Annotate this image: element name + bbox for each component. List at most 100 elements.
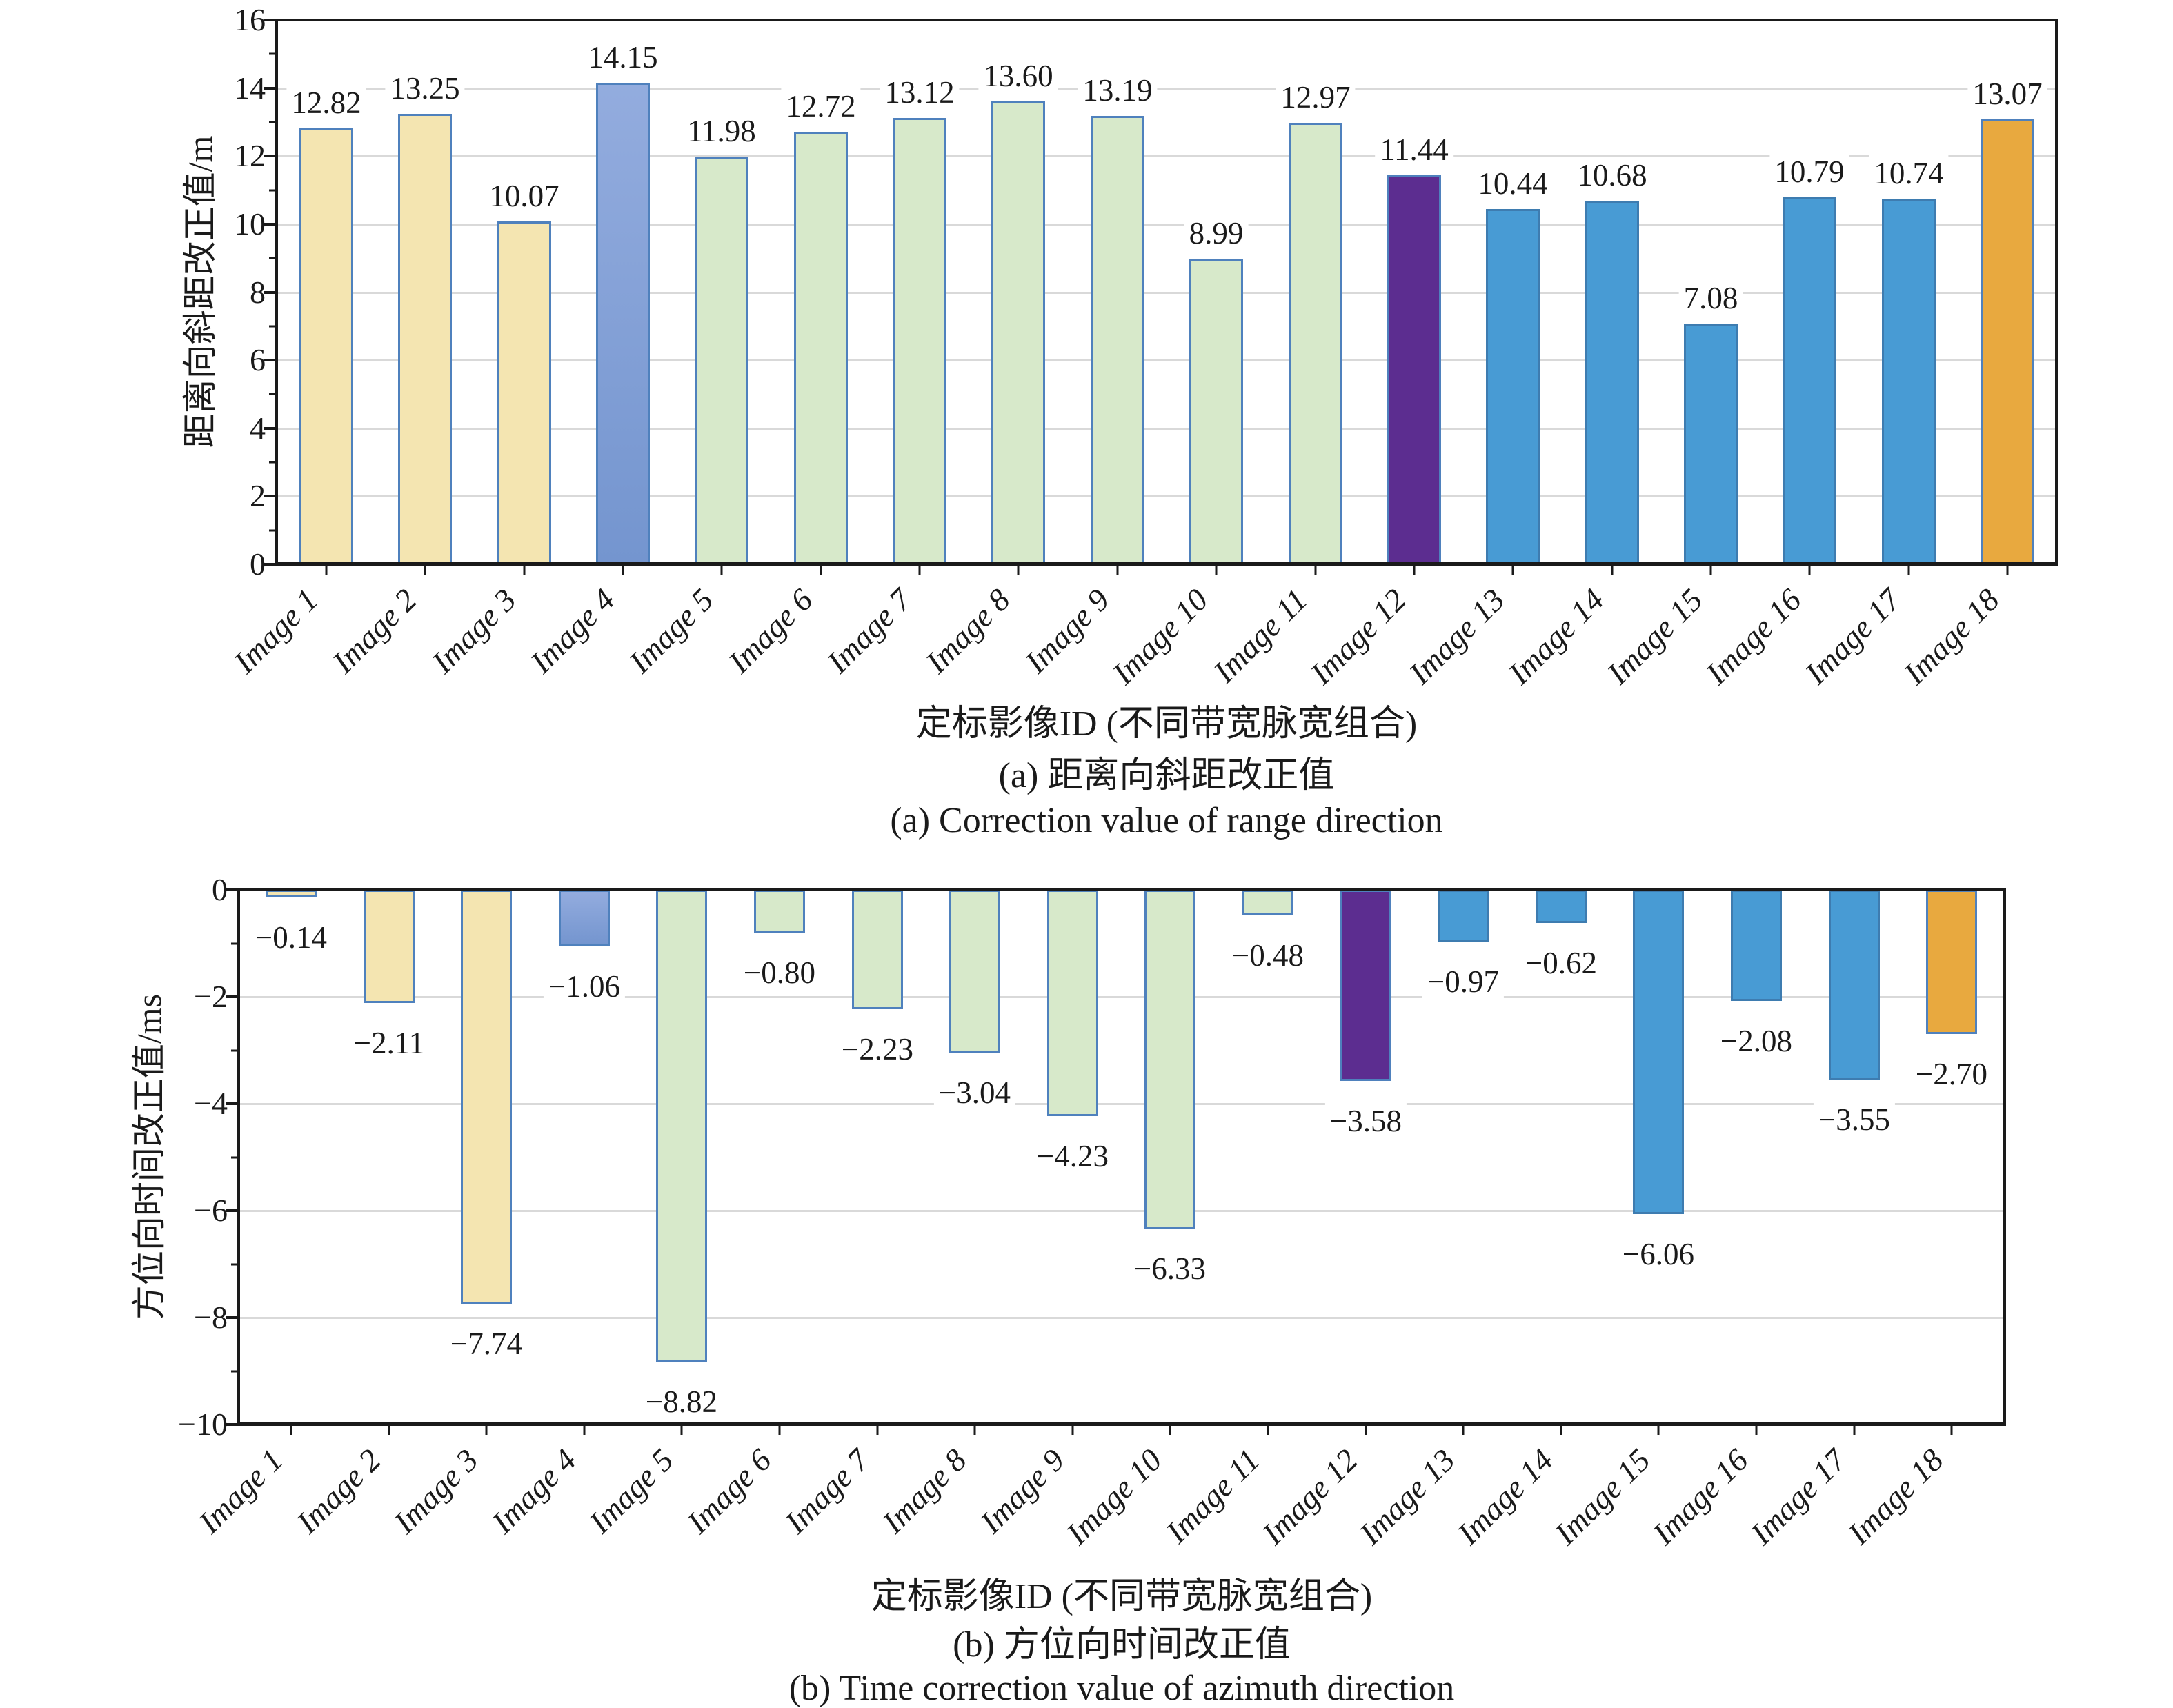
y-tick-label--8: −8 <box>194 1300 228 1335</box>
value-label-11: −0.48 <box>1227 937 1309 973</box>
x-tick-5 <box>680 1426 683 1435</box>
bar-image-8 <box>949 890 1000 1053</box>
value-label-17: −3.55 <box>1813 1102 1896 1138</box>
plot-area-a <box>275 19 2058 566</box>
x-tick-7 <box>918 566 921 575</box>
value-label-3: −7.74 <box>445 1326 528 1362</box>
y-tick-label-8: 8 <box>250 274 266 310</box>
x-tick-18 <box>2006 566 2009 575</box>
value-label-10: 8.99 <box>1184 215 1249 251</box>
value-label-15: −6.06 <box>1617 1236 1700 1272</box>
value-label-15: 7.08 <box>1678 280 1743 316</box>
value-label-6: −0.80 <box>738 955 821 991</box>
x-tick-12 <box>1413 566 1416 575</box>
y-tick-label-14: 14 <box>234 70 266 106</box>
bar-image-17 <box>1829 890 1880 1080</box>
y-major-tick-12 <box>264 155 276 158</box>
plot-area-b <box>237 888 2006 1426</box>
x-tick-11 <box>1314 566 1317 575</box>
y-minor-tick-15 <box>269 52 276 55</box>
value-label-18: 13.07 <box>1967 76 2047 112</box>
bar-image-6 <box>794 132 848 564</box>
bar-image-11 <box>1242 890 1293 915</box>
gridline-12 <box>276 155 2057 157</box>
y-minor-tick--7 <box>231 1263 238 1265</box>
bar-image-6 <box>754 890 805 933</box>
value-label-5: 11.98 <box>682 113 761 149</box>
y-tick-label-0: 0 <box>212 872 228 907</box>
gridline--8 <box>238 1317 2005 1319</box>
y-tick-label-4: 4 <box>250 410 266 446</box>
bar-image-7 <box>893 118 946 564</box>
value-label-2: −2.11 <box>348 1025 430 1061</box>
bar-image-10 <box>1144 890 1195 1229</box>
y-minor-tick-9 <box>269 257 276 259</box>
value-label-7: 13.12 <box>880 75 960 110</box>
bar-image-15 <box>1684 324 1738 564</box>
right-border <box>2003 890 2006 1424</box>
x-tick-2 <box>424 566 426 575</box>
bar-image-15 <box>1633 890 1684 1214</box>
bar-image-18 <box>1981 119 2034 564</box>
bar-image-16 <box>1731 890 1782 1001</box>
value-label-12: −3.58 <box>1324 1103 1407 1139</box>
caption-zh-b: (b) 方位向时间改正值 <box>953 1625 1291 1665</box>
y-tick-label-10: 10 <box>234 206 266 241</box>
x-tick-9 <box>1071 1426 1074 1435</box>
y-minor-tick--1 <box>231 942 238 944</box>
bar-image-11 <box>1289 123 1342 564</box>
bar-image-4 <box>596 83 650 564</box>
bar-image-7 <box>852 890 903 1009</box>
x-tick-7 <box>876 1426 879 1435</box>
y-tick-label-6: 6 <box>250 342 266 378</box>
x-tick-6 <box>778 1426 781 1435</box>
value-label-6: 12.72 <box>781 88 861 124</box>
y-major-tick-6 <box>264 359 276 362</box>
y-major-tick--2 <box>226 995 238 998</box>
gridline-14 <box>276 88 2057 90</box>
value-label-16: 10.79 <box>1769 154 1849 190</box>
x-axis-label-b: 定标影像ID (不同带宽脉宽组合) <box>871 1577 1373 1616</box>
y-tick-label-0: 0 <box>250 546 266 582</box>
bar-image-18 <box>1926 890 1977 1034</box>
x-tick-17 <box>1907 566 1910 575</box>
value-label-11: 12.97 <box>1276 79 1356 115</box>
y-axis-line <box>237 890 240 1424</box>
value-label-8: −3.04 <box>933 1075 1016 1111</box>
x-tick-2 <box>388 1426 390 1435</box>
value-label-4: 14.15 <box>583 39 663 75</box>
bar-image-1 <box>299 128 353 564</box>
bar-image-14 <box>1585 201 1639 564</box>
value-label-17: 10.74 <box>1869 155 1949 191</box>
bar-image-9 <box>1091 116 1144 564</box>
x-axis-line <box>237 1422 2006 1426</box>
value-label-1: 12.82 <box>286 85 366 121</box>
y-minor-tick-13 <box>269 121 276 123</box>
value-label-14: −0.62 <box>1520 945 1603 981</box>
gridline-10 <box>276 224 2057 226</box>
bar-image-13 <box>1486 209 1540 564</box>
y-minor-tick-7 <box>269 325 276 328</box>
x-tick-9 <box>1116 566 1119 575</box>
x-tick-13 <box>1511 566 1514 575</box>
x-tick-16 <box>1808 566 1811 575</box>
gridline-6 <box>276 359 2057 361</box>
bar-image-5 <box>695 157 748 564</box>
x-tick-14 <box>1560 1426 1562 1435</box>
x-tick-12 <box>1365 1426 1367 1435</box>
x-tick-10 <box>1215 566 1218 575</box>
x-tick-8 <box>1017 566 1020 575</box>
value-label-14: 10.68 <box>1572 157 1652 193</box>
x-tick-1 <box>325 566 328 575</box>
bar-image-16 <box>1783 197 1836 564</box>
y-minor-tick--3 <box>231 1049 238 1051</box>
y-tick-label-12: 12 <box>234 138 266 174</box>
bar-image-12 <box>1340 890 1391 1081</box>
caption-zh-a: (a) 距离向斜距改正值 <box>998 756 1335 795</box>
y-major-tick--10 <box>226 1423 238 1426</box>
y-major-tick-2 <box>264 495 276 498</box>
x-axis-label-a: 定标影像ID (不同带宽脉宽组合) <box>915 704 1418 744</box>
y-major-tick--4 <box>226 1102 238 1105</box>
value-label-16: −2.08 <box>1715 1023 1798 1059</box>
y-tick-label-2: 2 <box>250 478 266 514</box>
